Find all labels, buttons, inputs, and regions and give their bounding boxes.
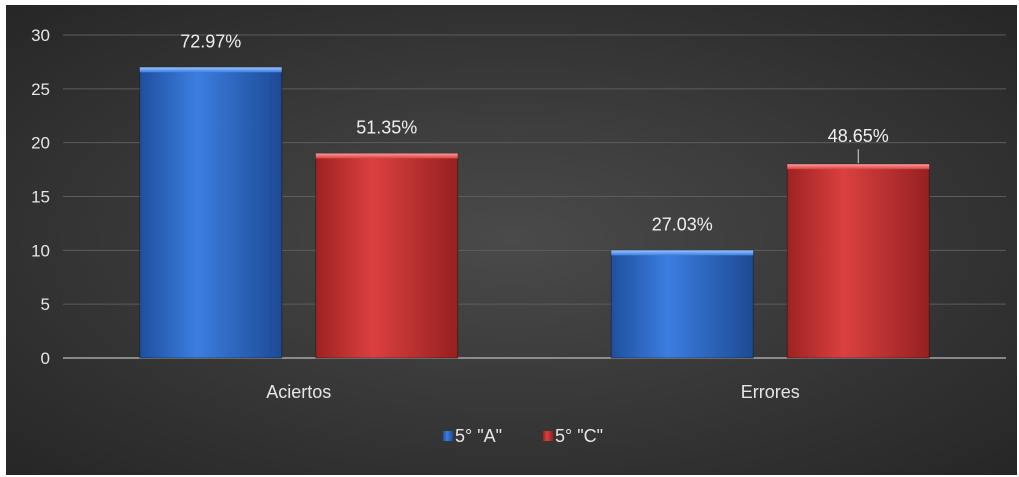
- y-tick-label: 25: [31, 80, 50, 99]
- bar-cap: [139, 67, 282, 73]
- bar-cap: [315, 153, 458, 159]
- bar-aciertos-series-1: [315, 152, 459, 359]
- x-axis-categories: Aciertos Errores: [266, 382, 800, 402]
- y-tick-label: 15: [31, 188, 50, 207]
- bar-aciertos-series-0: [139, 66, 283, 359]
- legend: 5° "A" 5° "C": [443, 426, 603, 446]
- legend-label: 5° "A": [455, 426, 502, 446]
- chart-frame: 0 5 10 15 20 25 30 72.97% 51.35% 27.03% 48.65% Ac…: [6, 5, 1017, 475]
- chart: 0 5 10 15 20 25 30 72.97% 51.35% 27.03% 48.65% Ac…: [6, 5, 1017, 475]
- y-tick-label: 10: [31, 241, 50, 260]
- category-label: Aciertos: [266, 382, 331, 402]
- legend-swatch: [443, 431, 453, 441]
- bar-errores-series-1: [786, 163, 930, 359]
- y-tick-label: 5: [41, 295, 50, 314]
- y-tick-label: 20: [31, 134, 50, 153]
- category-label: Errores: [741, 382, 800, 402]
- y-axis-ticks: 0 5 10 15 20 25 30: [31, 26, 50, 368]
- data-label: 27.03%: [652, 214, 713, 234]
- bars: [139, 66, 930, 359]
- bar-cap: [611, 250, 754, 256]
- legend-swatch: [543, 431, 553, 441]
- y-tick-label: 30: [31, 26, 50, 45]
- data-label: 72.97%: [180, 31, 241, 51]
- data-label: 48.65%: [828, 126, 889, 146]
- bar-cap: [787, 164, 930, 170]
- data-label: 51.35%: [356, 117, 417, 137]
- legend-label: 5° "C": [555, 426, 603, 446]
- data-labels: 72.97% 51.35% 27.03% 48.65%: [180, 31, 889, 234]
- y-tick-label: 0: [41, 349, 50, 368]
- bar-errores-series-0: [610, 249, 754, 359]
